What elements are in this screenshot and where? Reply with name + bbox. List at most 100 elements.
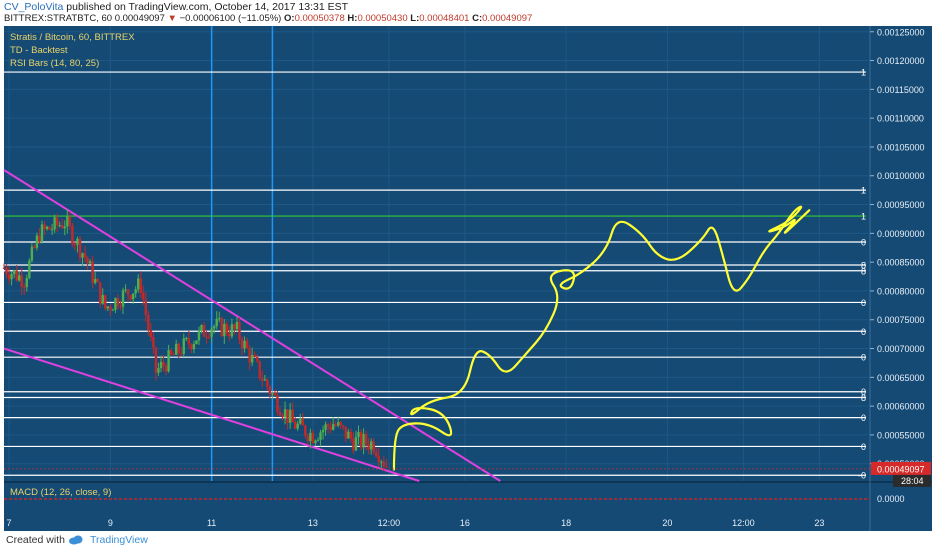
candle-body bbox=[240, 339, 244, 349]
horizontal-level-label: 0 bbox=[861, 298, 866, 308]
price-axis-label: 0.00105000 bbox=[877, 142, 925, 152]
legend-study-macd[interactable]: MACD (12, 26, close, 9) bbox=[10, 487, 112, 498]
candle-body bbox=[369, 441, 373, 450]
candle-body bbox=[233, 324, 236, 329]
vertical-lines bbox=[210, 26, 274, 481]
high-value: 0.00050430 bbox=[357, 13, 408, 24]
candle-body bbox=[114, 298, 117, 310]
candle-body bbox=[53, 217, 56, 230]
candle-body bbox=[192, 343, 196, 350]
candle-body bbox=[10, 274, 13, 280]
tradingview-brand[interactable]: TradingView bbox=[90, 534, 148, 546]
candle-body bbox=[81, 253, 84, 258]
candle-body bbox=[2, 267, 6, 269]
high-label: H: bbox=[347, 13, 358, 24]
candle-body bbox=[306, 435, 310, 441]
candle-body bbox=[331, 424, 335, 430]
down-arrow-icon: ▼ bbox=[167, 13, 177, 24]
candle-body bbox=[23, 287, 26, 289]
candle-body bbox=[40, 224, 44, 242]
candle-body bbox=[228, 333, 231, 337]
grid bbox=[4, 26, 870, 481]
candle-body bbox=[258, 360, 261, 379]
candle-body bbox=[263, 379, 267, 381]
price-axis-label: 0.00115000 bbox=[877, 85, 924, 95]
horizontal-level-label: 8 bbox=[861, 261, 866, 271]
legend-title[interactable]: Stratis / Bitcoin, 60, BITTREX bbox=[10, 32, 135, 43]
candle-body bbox=[43, 224, 46, 229]
candle-body bbox=[324, 424, 327, 430]
time-axis-label: 20 bbox=[662, 518, 672, 528]
candle-body bbox=[63, 226, 66, 229]
price-axis-label: 0.00070000 bbox=[877, 344, 925, 354]
candle-body bbox=[7, 274, 11, 280]
candles bbox=[2, 209, 388, 472]
candle-body bbox=[159, 361, 163, 369]
candle-body bbox=[172, 354, 175, 356]
candle-body bbox=[134, 289, 137, 294]
time-axis-band bbox=[4, 515, 870, 531]
candle-body bbox=[71, 225, 74, 245]
candle-body bbox=[106, 306, 110, 309]
publish-line: CV_PoloVita published on TradingView.com… bbox=[4, 1, 348, 13]
horizontal-level-label: -0 bbox=[858, 471, 866, 481]
candle-body bbox=[278, 411, 282, 416]
candle-body bbox=[256, 357, 259, 361]
time-axis-label: 9 bbox=[108, 518, 113, 528]
horizontal-level-label: 0 bbox=[861, 413, 866, 423]
candle-body bbox=[245, 340, 249, 349]
candle-body bbox=[243, 340, 246, 349]
time-axis-label: 11 bbox=[207, 518, 216, 528]
price-axis-label: 0.00085000 bbox=[877, 258, 925, 268]
candle-body bbox=[250, 354, 254, 363]
horizontal-level-label: 1 bbox=[861, 186, 866, 196]
candle-body bbox=[344, 426, 348, 439]
candle-body bbox=[131, 293, 135, 300]
price-axis-label: 0.00080000 bbox=[877, 286, 925, 296]
candle-body bbox=[124, 289, 127, 291]
candle-body bbox=[15, 270, 18, 281]
candle-body bbox=[357, 432, 360, 437]
candle-body bbox=[55, 217, 59, 226]
candle-body bbox=[197, 330, 201, 341]
candle-body bbox=[238, 321, 241, 340]
author-link[interactable]: CV_PoloVita bbox=[4, 1, 64, 13]
candle-body bbox=[321, 429, 325, 433]
candle-body bbox=[205, 336, 208, 338]
candle-body bbox=[235, 321, 239, 329]
candle-body bbox=[177, 343, 180, 354]
candle-body bbox=[174, 343, 178, 355]
price-axis-label: 0.00055000 bbox=[877, 430, 925, 440]
candle-body bbox=[273, 393, 277, 395]
legend-study-td[interactable]: TD - Backtest bbox=[10, 45, 68, 56]
horizontal-level-label: 8 bbox=[861, 266, 866, 276]
countdown-label: 28:04 bbox=[901, 476, 924, 486]
low-value: 0.00048401 bbox=[419, 13, 470, 24]
candle-body bbox=[93, 279, 97, 283]
price-axis-label: 0.00125000 bbox=[877, 27, 925, 37]
candle-body bbox=[271, 393, 274, 395]
open-value: 0.00050378 bbox=[294, 13, 345, 24]
time-axis-label: 12:00 bbox=[732, 518, 755, 528]
published-text: published on TradingView.com, October 14… bbox=[66, 1, 349, 13]
candle-body bbox=[212, 326, 216, 329]
price-axis-label: 0.00065000 bbox=[877, 373, 925, 383]
candle-body bbox=[202, 325, 206, 337]
tradingview-cloud-icon bbox=[69, 535, 83, 545]
candle-body bbox=[337, 422, 340, 426]
candle-body bbox=[88, 261, 92, 264]
candle-body bbox=[76, 238, 79, 245]
candle-body bbox=[121, 290, 125, 307]
candle-body bbox=[293, 421, 297, 429]
candle-body bbox=[314, 440, 317, 444]
legend-study-rsi[interactable]: RSI Bars (14, 80, 25) bbox=[10, 58, 100, 69]
candle-body bbox=[195, 340, 198, 344]
candle-body bbox=[139, 278, 142, 293]
candle-body bbox=[218, 318, 221, 320]
candle-body bbox=[20, 275, 23, 288]
price-axis-label: 0.00095000 bbox=[877, 200, 925, 210]
candle-body bbox=[299, 418, 302, 424]
horizontal-level-label: 0 bbox=[861, 327, 866, 337]
